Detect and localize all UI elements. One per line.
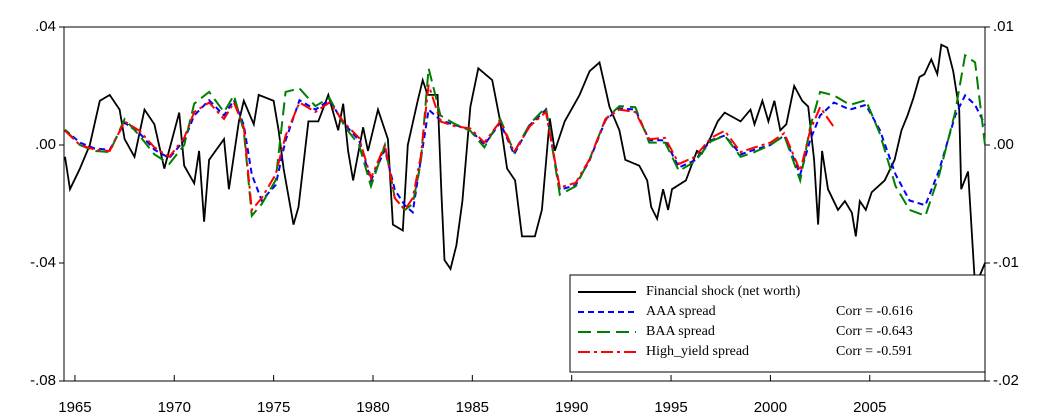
series-line bbox=[64, 84, 835, 213]
y-tick-label: .00 bbox=[35, 136, 56, 153]
series-line bbox=[64, 43, 986, 287]
legend-label: AAA spread bbox=[646, 304, 716, 319]
y2-tick-label: -.01 bbox=[993, 254, 1019, 271]
y2-tick-label: -.02 bbox=[993, 372, 1019, 389]
x-tick-label: 1995 bbox=[654, 399, 687, 416]
legend-annotation: Corr = -0.616 bbox=[836, 304, 913, 319]
x-tick-label: 1985 bbox=[456, 399, 489, 416]
x-tick-label: 2000 bbox=[754, 399, 787, 416]
y-tick-label: -.04 bbox=[30, 254, 56, 271]
x-tick-label: 1965 bbox=[58, 399, 91, 416]
legend-label: Financial shock (net worth) bbox=[646, 284, 801, 299]
legend-box bbox=[569, 274, 986, 373]
legend-annotation: Corr = -0.643 bbox=[836, 324, 913, 339]
legend-label: BAA spread bbox=[646, 324, 715, 339]
plot-frame bbox=[63, 26, 986, 382]
y-tick-label: .04 bbox=[35, 18, 56, 35]
y2-tick-label: .01 bbox=[993, 18, 1014, 35]
x-tick-label: 1990 bbox=[555, 399, 588, 416]
legend-label: High_yield spread bbox=[646, 344, 749, 359]
y2-tick-label: .00 bbox=[993, 136, 1014, 153]
x-tick-label: 1975 bbox=[257, 399, 290, 416]
legend-annotation: Corr = -0.591 bbox=[836, 344, 913, 359]
x-tick-label: 1980 bbox=[356, 399, 389, 416]
x-tick-label: 1970 bbox=[158, 399, 191, 416]
x-tick-label: 2005 bbox=[853, 399, 886, 416]
y-tick-label: -.08 bbox=[30, 372, 56, 389]
series-line bbox=[64, 53, 986, 219]
